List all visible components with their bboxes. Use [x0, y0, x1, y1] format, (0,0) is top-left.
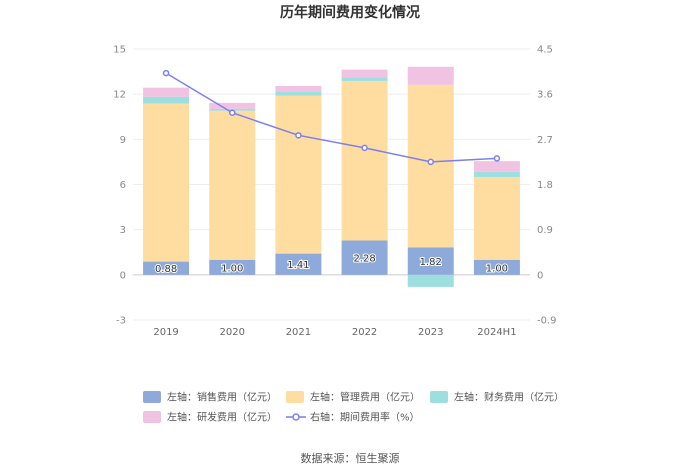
bar-segment — [143, 261, 190, 275]
bar-segment — [143, 103, 190, 262]
right-tick-label: 2.7 — [537, 135, 553, 146]
bar-segment — [341, 77, 388, 81]
bar-segment — [341, 69, 388, 78]
left-tick-label: 3 — [120, 225, 126, 236]
rate-point — [361, 144, 368, 152]
legend-label: 左轴：管理费用（亿元） — [310, 391, 420, 404]
data-label: 1.00 — [486, 263, 508, 274]
data-label: 1.41 — [287, 260, 309, 271]
legend-item: 左轴：销售费用（亿元） — [143, 391, 277, 404]
right-tick-label: -0.9 — [537, 316, 557, 327]
x-tick-label: 2021 — [286, 327, 311, 338]
left-tick-label: -3 — [116, 316, 126, 327]
rate-point — [295, 132, 302, 139]
bar-segment — [473, 259, 520, 275]
bar-segment — [473, 171, 520, 177]
bar-series: 0.88 1.00 1.41 2.28 1.82 1.00 — [143, 66, 520, 287]
legend: 左轴：销售费用（亿元） 左轴：管理费用（亿元） 左轴：财务费用（亿元） 左轴：研发费用… — [143, 391, 564, 424]
right-tick-label: 1.8 — [537, 180, 553, 191]
rate-point — [229, 109, 236, 116]
bar-segment — [407, 66, 454, 85]
bar-segment — [407, 84, 454, 248]
x-tick-label: 2024H1 — [477, 327, 516, 338]
rate-point — [493, 155, 501, 162]
left-tick-label: 0 — [120, 270, 126, 281]
right-tick-label: 0 — [537, 270, 543, 281]
x-tick-label: 2020 — [220, 327, 245, 338]
bar-segment — [341, 240, 388, 275]
data-label: 0.88 — [155, 264, 177, 275]
line-series — [162, 69, 501, 166]
legend-item: 左轴：财务费用（亿元） — [430, 391, 564, 404]
bar-segment — [275, 253, 322, 275]
legend-label: 右轴：期间费用率（%） — [310, 411, 420, 424]
bar-segment — [143, 96, 190, 104]
legend-item: 右轴：期间费用率（%） — [286, 411, 420, 424]
legend-swatch — [286, 391, 304, 403]
right-axis: 4.5 3.6 2.7 1.8 0.9 0 -0.9 — [537, 45, 557, 327]
data-label: 2.28 — [353, 254, 375, 265]
right-tick-label: 0.9 — [537, 225, 553, 236]
x-tick-label: 2023 — [418, 327, 443, 338]
bar-segment — [209, 102, 256, 109]
x-tick-label: 2022 — [352, 327, 377, 338]
gridlines — [133, 48, 530, 321]
bar-segment — [341, 80, 388, 241]
legend-item: 左轴：管理费用（亿元） — [286, 391, 420, 404]
chart-title: 历年期间费用变化情况 — [280, 4, 420, 21]
legend-label: 左轴：销售费用（亿元） — [167, 391, 277, 404]
legend-label: 左轴：研发费用（亿元） — [167, 411, 277, 424]
rate-point — [162, 69, 170, 77]
bar-segment — [407, 274, 454, 287]
left-tick-label: 6 — [120, 180, 126, 191]
bar-segment — [143, 87, 190, 97]
bar-segment — [407, 247, 454, 275]
bar-segment — [275, 86, 322, 92]
bar-segment — [209, 259, 256, 275]
legend-item: 左轴：研发费用（亿元） — [143, 411, 277, 424]
data-label: 1.82 — [420, 257, 442, 268]
left-tick-label: 15 — [113, 45, 126, 56]
data-label: 1.00 — [221, 263, 243, 274]
legend-swatch — [430, 391, 448, 403]
legend-point-marker — [292, 413, 300, 421]
rate-point — [427, 158, 434, 166]
right-tick-label: 4.5 — [537, 45, 553, 56]
bar-segment — [275, 95, 322, 254]
legend-label: 左轴：财务费用（亿元） — [454, 391, 564, 404]
bar-segment — [275, 91, 322, 96]
bar-segment — [473, 161, 520, 172]
legend-swatch — [143, 411, 161, 423]
legend-swatch — [143, 391, 161, 403]
left-tick-label: 9 — [120, 135, 126, 146]
source-note: 数据来源：恒生聚源 — [301, 451, 400, 465]
left-tick-label: 12 — [113, 90, 126, 101]
x-tick-label: 2019 — [153, 327, 178, 338]
bar-segment — [473, 176, 520, 260]
right-tick-label: 3.6 — [537, 90, 553, 101]
rate-line — [165, 72, 497, 163]
bar-segment — [209, 110, 256, 260]
x-axis: 2019 2020 2021 2022 2023 2024H1 — [153, 327, 516, 338]
left-axis: 15 12 9 6 3 0 -3 — [113, 45, 126, 327]
